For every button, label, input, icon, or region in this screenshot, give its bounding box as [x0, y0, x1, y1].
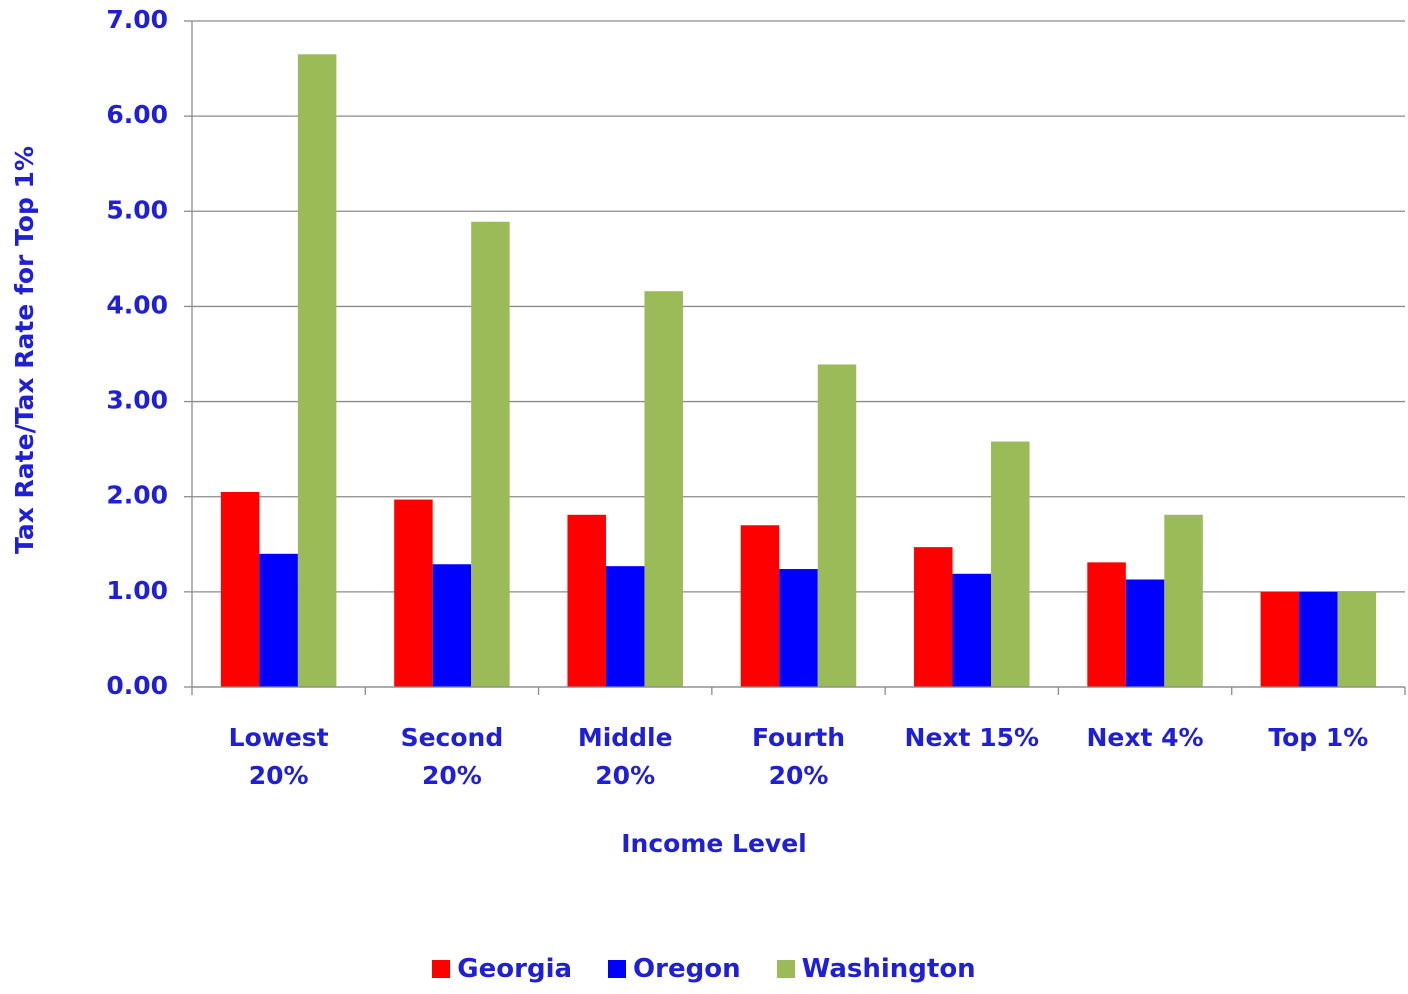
bar — [605, 566, 645, 687]
x-tick-label: Next 4% — [1086, 723, 1204, 752]
legend-item: Georgia — [432, 954, 572, 984]
bar — [1164, 514, 1203, 687]
legend-label: Georgia — [457, 954, 573, 984]
x-tick-label: Fourth 20% — [751, 723, 846, 790]
legend-item: Oregon — [608, 954, 741, 984]
legend-label: Washington — [801, 954, 976, 984]
y-tick-label: 6.00 — [106, 100, 168, 129]
bar — [1337, 591, 1377, 687]
y-tick-label: 1.00 — [106, 576, 168, 605]
bar — [394, 499, 433, 687]
bar — [1299, 591, 1338, 687]
x-tick-label: Middle 20% — [577, 723, 673, 790]
bar — [471, 221, 510, 687]
legend-swatch — [776, 960, 795, 978]
y-tick-label: 3.00 — [106, 386, 168, 415]
bar — [567, 514, 606, 687]
x-tick-label: Lowest 20% — [228, 723, 329, 790]
x-tick-label: Second 20% — [400, 723, 504, 790]
bar — [817, 364, 857, 687]
bar — [1125, 579, 1165, 687]
bar — [991, 441, 1030, 687]
legend-swatch — [608, 960, 627, 978]
y-tick-label: 4.00 — [106, 290, 168, 319]
y-tick-label: 5.00 — [106, 195, 168, 224]
legend-item: Washington — [776, 954, 976, 984]
bar — [220, 491, 260, 687]
x-tick-label: Top 1% — [1268, 723, 1369, 752]
bar — [740, 525, 780, 687]
bar — [952, 573, 992, 687]
legend-swatch — [432, 960, 451, 978]
legend-label: Oregon — [633, 954, 741, 984]
y-tick-label: 7.00 — [106, 5, 168, 34]
y-tick-label: 2.00 — [106, 481, 168, 510]
bar — [259, 553, 298, 687]
y-tick-label: 0.00 — [106, 671, 168, 700]
bar — [1087, 562, 1126, 687]
x-axis-title: Income Level — [621, 829, 807, 858]
bar — [1260, 591, 1300, 687]
x-tick-label: Next 15% — [904, 723, 1040, 752]
legend: Georgia Oregon Washington — [0, 954, 1408, 984]
bar — [779, 569, 818, 687]
bar — [297, 54, 337, 688]
bar — [644, 291, 683, 687]
bar — [914, 547, 953, 687]
y-axis-title: Tax Rate/Tax Rate for Top 1% — [10, 146, 39, 554]
bar — [432, 564, 472, 687]
